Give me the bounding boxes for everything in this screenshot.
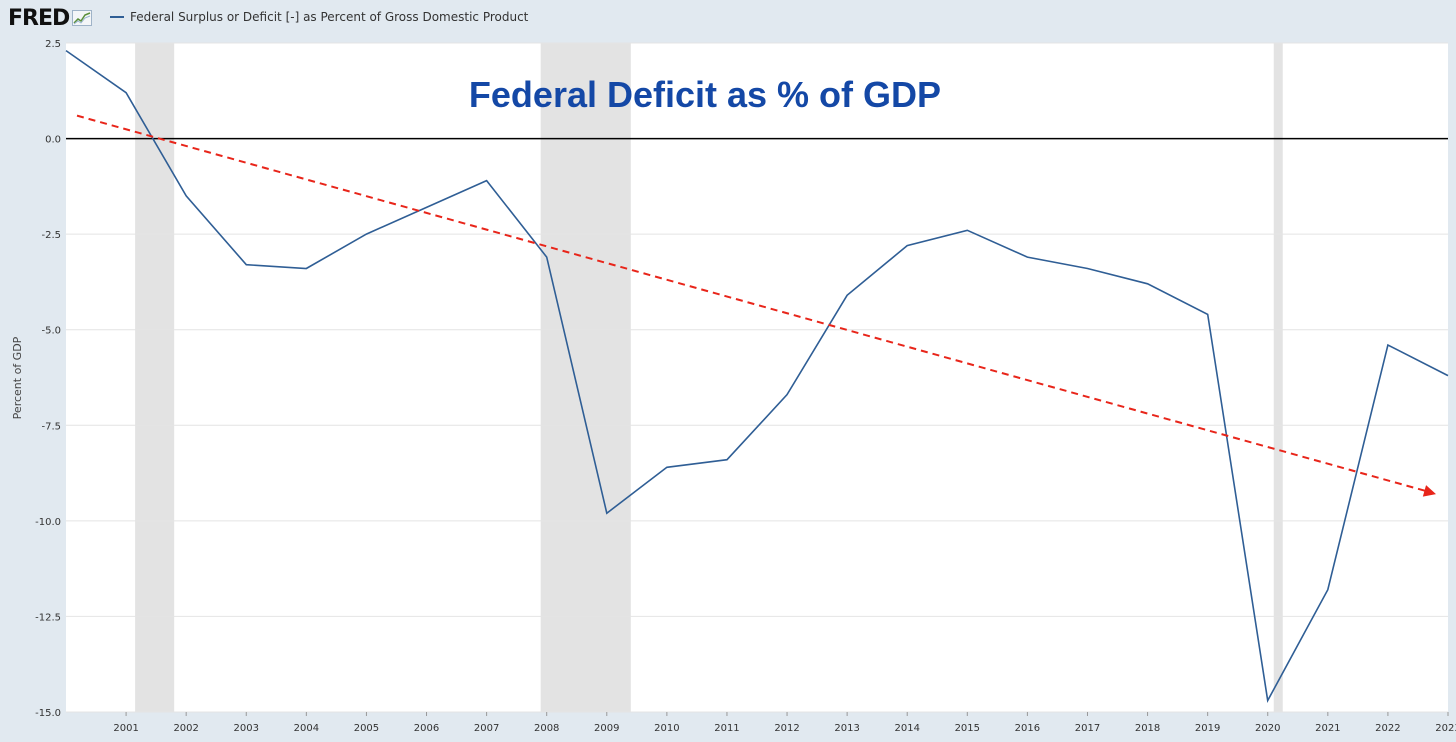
x-tick-label: 2005 <box>354 723 379 734</box>
legend-swatch <box>110 16 124 18</box>
chart-header: FRED Federal Surplus or Deficit [-] as P… <box>0 0 1456 36</box>
x-tick-label: 2014 <box>894 723 919 734</box>
x-tick-label: 2011 <box>714 723 739 734</box>
x-tick-label: 2021 <box>1315 723 1340 734</box>
x-tick-label: 2018 <box>1135 723 1160 734</box>
sparkline-icon <box>72 10 93 26</box>
y-tick-label: -7.5 <box>41 421 61 432</box>
recession-band <box>135 43 175 712</box>
x-tick-label: 2022 <box>1375 723 1400 734</box>
y-tick-label: -10.0 <box>35 517 61 528</box>
x-tick-label: 2013 <box>834 723 859 734</box>
chart-title: Federal Deficit as % of GDP <box>469 74 941 115</box>
trend-line <box>76 114 1436 497</box>
plot-area <box>66 43 1448 712</box>
x-tick-label: 2015 <box>955 723 980 734</box>
x-tick-label: 2019 <box>1195 723 1220 734</box>
recession-band <box>540 43 631 712</box>
x-tick-label: 2009 <box>594 723 619 734</box>
y-axis-label: Percent of GDP <box>11 336 24 419</box>
fred-logo[interactable]: FRED <box>8 4 93 32</box>
recession-band <box>1273 43 1283 712</box>
x-axis-ticks: 2001 2002 2003 2004 2005 2006 2007 2008 2009 2010… <box>113 712 1456 734</box>
x-tick-label: 2016 <box>1015 723 1040 734</box>
trend-dash <box>76 114 1429 493</box>
recession-shading <box>135 43 1283 712</box>
series-legend[interactable]: Federal Surplus or Deficit [-] as Percen… <box>110 10 528 24</box>
x-tick-label: 2003 <box>234 723 259 734</box>
y-tick-label: 0.0 <box>45 135 61 146</box>
x-tick-label: 2020 <box>1255 723 1280 734</box>
x-tick-label: 2006 <box>414 723 439 734</box>
y-tick-label: -15.0 <box>35 708 61 719</box>
x-tick-label: 2004 <box>294 723 319 734</box>
x-tick-label: 2012 <box>774 723 799 734</box>
y-tick-label: -12.5 <box>35 612 61 623</box>
series-line[interactable] <box>65 49 1449 703</box>
trend-arrowhead <box>1422 485 1436 497</box>
gridlines <box>66 42 1448 713</box>
x-tick-label: 2008 <box>534 723 559 734</box>
legend-label: Federal Surplus or Deficit [-] as Percen… <box>130 10 529 24</box>
x-tick-label: 2001 <box>113 723 138 734</box>
x-tick-label: 2002 <box>173 723 198 734</box>
y-tick-label: -2.5 <box>41 230 61 241</box>
x-tick-label: 2007 <box>474 723 499 734</box>
fred-logo-text: FRED <box>8 5 70 31</box>
x-tick-label: 2017 <box>1075 723 1100 734</box>
x-tick-label: 2010 <box>654 723 679 734</box>
y-tick-label: -5.0 <box>41 326 61 337</box>
y-axis-ticks: 2.5 0.0 -2.5 -5.0 -7.5 -10.0 -12.5 -15.0 <box>35 39 61 719</box>
y-tick-label: 2.5 <box>45 39 61 50</box>
x-tick-label: 2023 <box>1435 723 1456 734</box>
